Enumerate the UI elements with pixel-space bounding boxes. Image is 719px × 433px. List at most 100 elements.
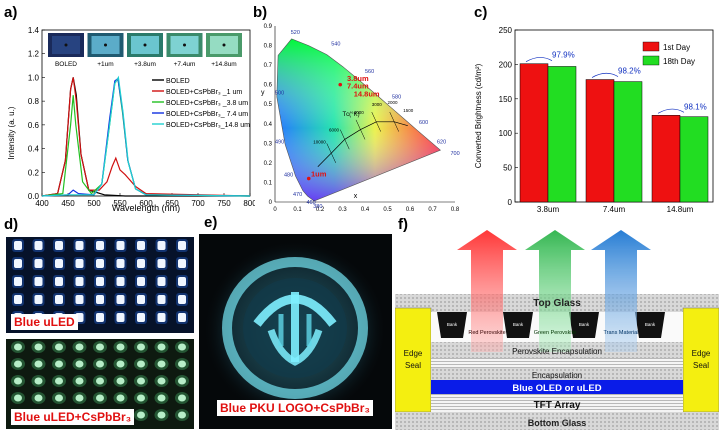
spectra-ytick: 0.4 [28,145,40,154]
cie-xtick: 0.8 [451,207,460,213]
spectra-ytick: 0.6 [28,121,40,130]
spectra-ytick: 0.8 [28,97,40,106]
cie-ytick: 0.1 [264,180,273,186]
tft-array-layer [431,394,683,412]
panel-label-b: b) [253,4,268,21]
bar-ytick: 0 [508,198,513,207]
spectra-xtick: 700 [191,199,205,208]
cie-xtick: 0.2 [316,207,325,213]
panel-label-a: a) [4,4,18,21]
wavelength-label: 490 [275,139,284,145]
bar-ytick: 50 [503,164,512,173]
cie-ytick: 0.3 [264,141,273,147]
cie-xtick: 0.6 [406,207,415,213]
bar-category-2: 14.8um [667,205,694,214]
inset-label-0: BOLED [55,61,77,68]
cie-ytick: 0.5 [264,102,273,108]
wavelength-label: 520 [291,30,300,36]
spectra-ytick: 1.4 [28,26,40,35]
bar-legend-entry-0: 1st Day [663,43,690,52]
bar-legend-swatch-1 [642,55,660,66]
wavelength-label: 600 [419,120,428,126]
green-perovskite-label: Green Perovskite [534,330,577,336]
tc-value: 1500 [403,108,414,113]
bank-label-2: Bank [513,322,524,327]
spectra-xtick: 650 [165,199,179,208]
cie-xtick: 0.5 [383,207,392,213]
tc-label: Tᴄ(°K) [343,112,360,118]
retention-label-1: 98.2% [618,67,641,76]
wavelength-label: 700 [451,151,460,157]
cie-ytick: 0.4 [264,122,273,128]
edge-seal-left-line1: Edge [404,349,423,358]
cie-ytick: 0.8 [264,44,273,50]
cie-ytick: 0 [269,200,273,206]
top-glass-label: Top Glass [533,298,581,309]
bottom-glass-layer [395,412,719,430]
legend-entry-4: BOLED+CsPbBr₃_14.8 um [166,122,250,129]
spectra-xtick: 400 [35,199,49,208]
edge-seal-right-line2: Seal [693,361,709,370]
cie-annotation-1: 7.4um [347,82,369,91]
cie-xtick: 0 [273,207,277,213]
wavelength-label: 470 [293,192,302,198]
perovskite-encapsulation-label: Perovskite Encapsulation [512,347,602,356]
panel-label-c: c) [474,4,488,21]
inset-label-3: +7.4um [174,61,196,68]
bar-2-0 [651,115,681,203]
edge-seal-left [395,307,432,413]
spectra-axes: 400 450 500 550 600 650 700 750 800 0.0 0.2 0.4 0.6 0… [7,26,255,213]
legend-entry-2: BOLED+CsPbBr₃ _3.8 um [166,100,248,107]
retention-label-2: 98.1% [684,102,707,111]
blue-oled-layer [431,380,683,394]
encapsulation-layer [431,368,683,380]
spectra-lines [41,75,251,197]
spectra-xtick: 750 [217,199,231,208]
tc-value: 2000 [388,100,399,105]
panel-label-d: d) [4,216,19,233]
cie-annotation-3: 1um [311,170,327,179]
brightness-content: 0 50 100 150 200 250 Converted Brightness (cd/… [474,26,714,214]
spectra-xtick: 450 [61,199,75,208]
bank-3 [569,312,599,338]
cie-ytick: 0.7 [264,63,273,69]
cie-ytick: 0.9 [264,24,273,30]
spectra-legend: BOLED BOLED+CsPbBr₃ _1 um BOLED+CsPbBr₃ _3… [152,78,250,129]
spectra-ytick: 0.2 [28,168,40,177]
bank-2 [503,312,533,338]
edge-seal-right-line1: Edge [692,349,711,358]
inset-label-2: +3.8um [134,61,156,68]
bank-4 [635,312,665,338]
spectra-xtick: 600 [139,199,153,208]
bank-label-1: Bank [447,322,458,327]
bar-0-1 [547,66,577,203]
bar-category-0: 3.8um [537,205,560,214]
spectra-xtick: 550 [113,199,127,208]
wavelength-label: 620 [437,139,446,145]
tc-value: 6000 [329,128,340,133]
red-perovskite-label: Red Perovskite [468,330,505,336]
photo-blue-uled: Blue uLED [6,237,194,333]
bank-label-3: Bank [579,322,590,327]
wavelength-label: 480 [284,173,293,179]
photo-blue-uled-perovskite: Blue uLED+CsPbBr₃ [6,339,194,429]
spectra-xtick: 500 [87,199,101,208]
cie-annotation-2: 14.8um [354,89,380,98]
legend-entry-1: BOLED+CsPbBr₃ _1 um [166,89,242,96]
wavelength-label: 580 [392,94,401,100]
cie-content: 0 0.1 0.2 0.3 0.4 0.5 0.6 0.7 0.8 0.9 0.8 0.7 0.6 0.5… [261,24,460,213]
panel-label-e: e) [204,214,218,231]
cie-ytick: 0.2 [264,161,273,167]
spectra-chart: 400 450 500 550 600 650 700 750 800 0.0 0.2 0.4 0.6 0… [7,26,255,213]
spectrum-line-1 [41,77,251,197]
edge-seal-left-line2: Seal [405,361,421,370]
bar-0-0 [519,63,549,203]
encapsulation-label: Encapsulation [532,371,582,380]
cie-xtick: 0.3 [338,207,347,213]
spectrum-line-2 [41,76,251,197]
cie-xlabel: x [354,193,358,200]
cie-diagram: 0 0.1 0.2 0.3 0.4 0.5 0.6 0.7 0.8 0.9 0.8 0.7 0.6 0.5… [261,24,460,213]
spectra-xlabel: Wavelength (nm) [112,203,180,213]
cie-ytick: 0.6 [264,83,273,89]
cie-xtick: 0.7 [428,207,437,213]
